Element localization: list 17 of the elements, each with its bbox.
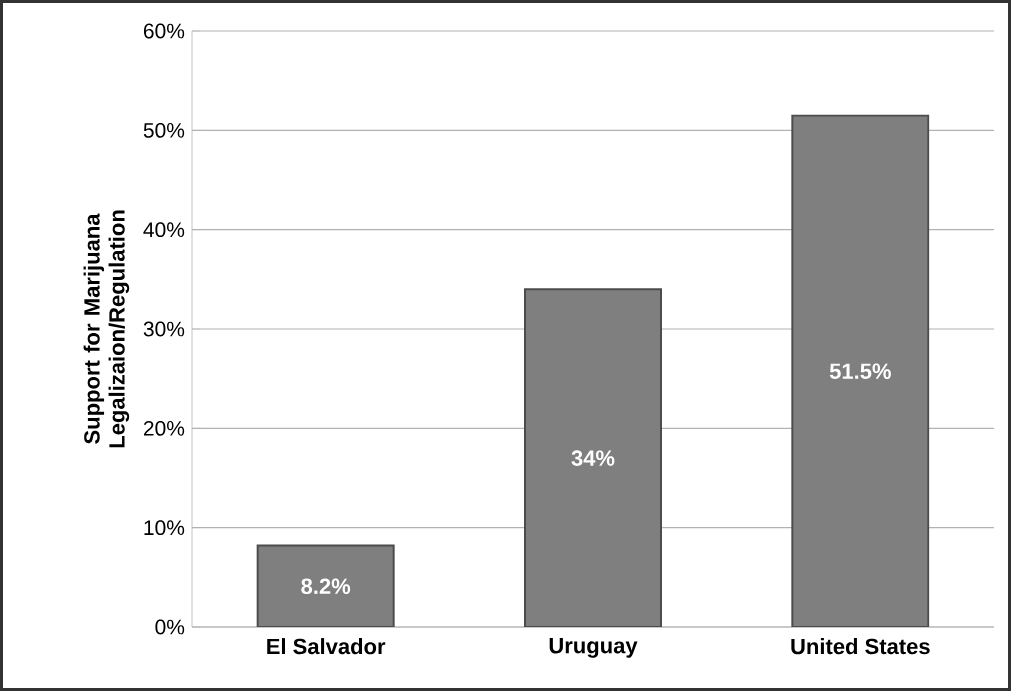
y-tick-label: 50%	[143, 122, 185, 138]
data-label: 51.5%	[829, 363, 891, 379]
y-tick-label: 10%	[144, 520, 185, 536]
y-tick-label: 40%	[143, 222, 185, 238]
y-tick-label: 30%	[143, 321, 185, 337]
x-tick-label: Uruguay	[549, 638, 638, 658]
bar	[256, 544, 395, 627]
x-tick-label: United States	[791, 638, 930, 655]
x-tick-label: El Salvador	[267, 638, 386, 655]
data-label: 34%	[571, 450, 615, 466]
y-tick-label: 20%	[143, 420, 185, 436]
bar	[791, 114, 930, 627]
y-tick-label: 60%	[143, 23, 185, 39]
data-label: 8.2%	[301, 578, 351, 595]
y-axis-title: Support for Marijuana Legalizaion/Regulation	[83, 210, 130, 448]
bar	[524, 288, 662, 627]
y-tick-label: 0%	[155, 619, 185, 635]
